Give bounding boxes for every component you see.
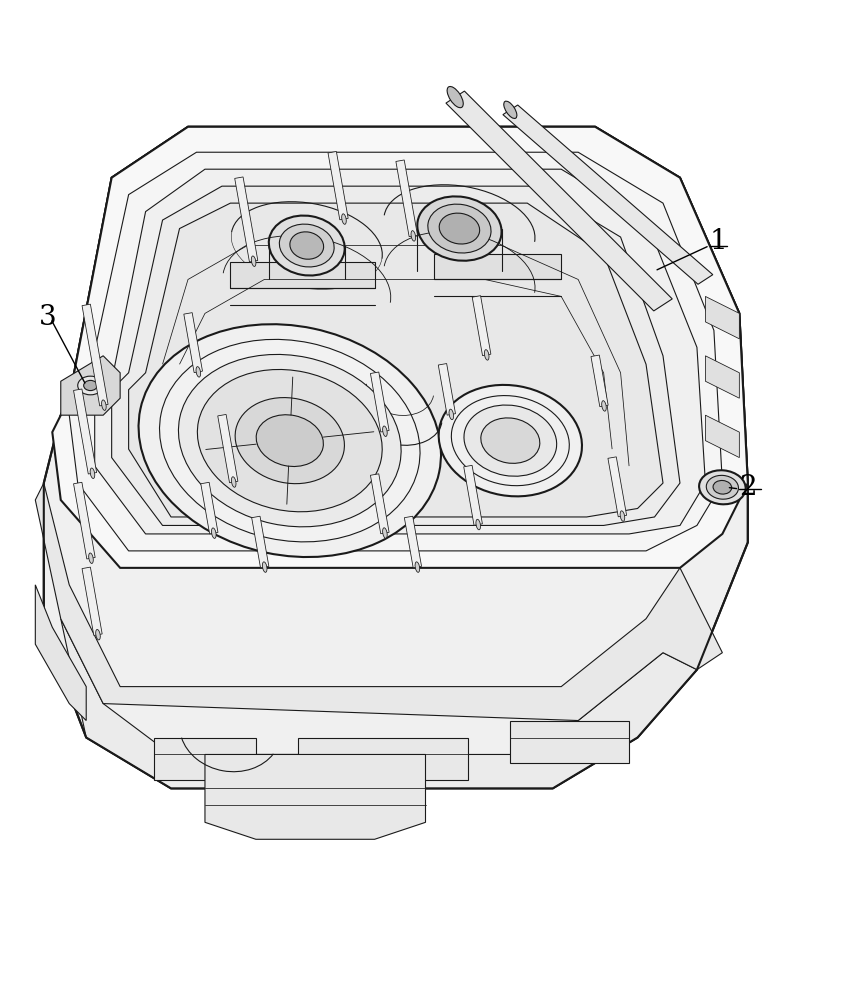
Polygon shape: [154, 738, 256, 780]
Ellipse shape: [481, 418, 540, 463]
Polygon shape: [705, 415, 740, 458]
Ellipse shape: [269, 216, 345, 276]
Text: 3: 3: [39, 304, 57, 331]
Polygon shape: [446, 91, 672, 311]
Polygon shape: [231, 262, 374, 288]
Ellipse shape: [95, 629, 100, 640]
Polygon shape: [464, 465, 483, 525]
Polygon shape: [36, 585, 86, 721]
Polygon shape: [82, 567, 102, 635]
Ellipse shape: [89, 553, 94, 563]
Ellipse shape: [83, 380, 97, 391]
Text: 1: 1: [709, 228, 727, 255]
Polygon shape: [60, 356, 120, 415]
Ellipse shape: [411, 231, 415, 241]
Polygon shape: [434, 254, 561, 279]
Text: 2: 2: [739, 474, 757, 501]
Ellipse shape: [447, 86, 463, 108]
Polygon shape: [438, 364, 455, 415]
Polygon shape: [129, 203, 663, 517]
Polygon shape: [705, 356, 740, 398]
Polygon shape: [252, 516, 269, 568]
Polygon shape: [608, 457, 626, 517]
Polygon shape: [60, 619, 697, 788]
Ellipse shape: [77, 376, 103, 395]
Ellipse shape: [231, 477, 236, 487]
Ellipse shape: [504, 101, 517, 118]
Ellipse shape: [139, 324, 441, 557]
Polygon shape: [201, 482, 218, 534]
Ellipse shape: [159, 339, 420, 542]
Polygon shape: [43, 127, 748, 788]
Polygon shape: [298, 738, 468, 780]
Ellipse shape: [90, 468, 94, 478]
Ellipse shape: [449, 409, 454, 420]
Ellipse shape: [290, 232, 323, 259]
Polygon shape: [82, 304, 108, 406]
Polygon shape: [36, 483, 722, 721]
Ellipse shape: [451, 396, 569, 486]
Ellipse shape: [383, 426, 387, 436]
Polygon shape: [94, 169, 705, 534]
Ellipse shape: [415, 562, 420, 572]
Polygon shape: [503, 105, 713, 284]
Ellipse shape: [417, 196, 501, 261]
Ellipse shape: [101, 400, 106, 410]
Ellipse shape: [713, 480, 732, 494]
Ellipse shape: [262, 562, 267, 572]
Ellipse shape: [196, 367, 201, 377]
Polygon shape: [591, 355, 608, 407]
Ellipse shape: [235, 398, 345, 484]
Polygon shape: [511, 721, 629, 763]
Polygon shape: [69, 152, 722, 551]
Polygon shape: [370, 474, 389, 534]
Polygon shape: [328, 151, 348, 220]
Polygon shape: [73, 482, 95, 559]
Polygon shape: [404, 516, 421, 568]
Polygon shape: [184, 313, 203, 373]
Polygon shape: [52, 127, 748, 568]
Polygon shape: [370, 372, 389, 432]
Polygon shape: [73, 389, 97, 474]
Ellipse shape: [179, 354, 401, 527]
Ellipse shape: [476, 519, 481, 530]
Polygon shape: [205, 754, 426, 839]
Polygon shape: [396, 160, 418, 237]
Ellipse shape: [428, 204, 491, 253]
Ellipse shape: [464, 405, 557, 476]
Ellipse shape: [699, 470, 745, 504]
Polygon shape: [705, 296, 740, 339]
Ellipse shape: [279, 224, 334, 267]
Ellipse shape: [706, 475, 739, 499]
Ellipse shape: [256, 415, 323, 466]
Ellipse shape: [438, 385, 582, 496]
Ellipse shape: [439, 213, 480, 244]
Ellipse shape: [484, 350, 489, 360]
Ellipse shape: [251, 256, 256, 266]
Ellipse shape: [602, 401, 606, 411]
Ellipse shape: [197, 369, 382, 512]
Polygon shape: [218, 414, 238, 483]
Ellipse shape: [342, 214, 346, 224]
Polygon shape: [111, 186, 680, 525]
Ellipse shape: [383, 528, 387, 538]
Polygon shape: [235, 177, 258, 262]
Ellipse shape: [620, 511, 625, 521]
Polygon shape: [472, 296, 491, 356]
Ellipse shape: [212, 528, 216, 538]
